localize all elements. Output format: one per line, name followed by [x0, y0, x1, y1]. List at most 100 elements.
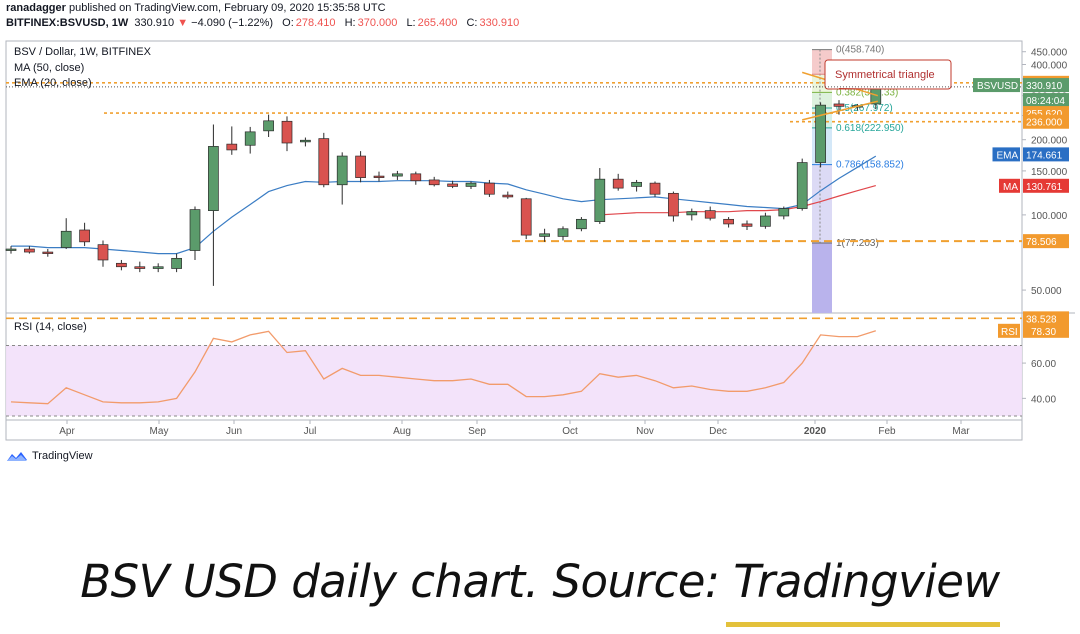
candle-body	[263, 120, 274, 132]
rsi-value-tag	[1023, 323, 1069, 338]
time-axis-label: Dec	[709, 426, 727, 437]
ema-line	[11, 155, 877, 255]
rsi-title: RSI (14, close)	[14, 321, 87, 333]
author-name: ranadagger	[6, 2, 66, 14]
candle-body	[5, 248, 17, 251]
candle-body	[631, 181, 642, 187]
price-tag-value: 174.661	[1026, 150, 1063, 161]
price-tag-ema	[1023, 147, 1069, 162]
candle-body	[244, 131, 256, 146]
candle-body	[833, 103, 845, 107]
candle-body	[741, 223, 753, 227]
price-tag-value: 78.506	[1026, 237, 1057, 248]
chart-title: BSV / Dollar, 1W, BITFINEX	[14, 46, 152, 58]
candle-body	[171, 257, 182, 269]
candle-body	[539, 233, 550, 237]
candle-body	[42, 251, 54, 254]
candle-body	[594, 178, 606, 222]
down-arrow-icon: ▼	[177, 17, 189, 29]
candle-body	[557, 228, 569, 237]
candle-body	[226, 143, 238, 151]
price-chart: 0(458.740)0.236(365.697)0.382(309.33)0.5…	[5, 40, 1075, 441]
candle-body	[649, 182, 661, 195]
tradingview-logo-icon	[7, 452, 27, 461]
candle-body	[152, 266, 164, 269]
candle-body	[428, 179, 440, 186]
rsi-axis-label: 40.00	[1031, 394, 1056, 405]
time-axis-label: Jun	[226, 426, 242, 437]
fib-level-label: 0.786(158.852)	[836, 160, 904, 171]
candle-body	[355, 155, 366, 178]
candle-body	[116, 262, 127, 268]
annotation-box	[824, 59, 952, 90]
candle-body	[796, 162, 808, 209]
candle-body	[576, 218, 587, 230]
series-name-tag	[992, 147, 1020, 162]
low-value: 265.400	[417, 17, 458, 29]
price-tag-ma	[1023, 178, 1069, 193]
time-axis-label: Sep	[468, 426, 486, 437]
publish-info: published on TradingView.com, February 0…	[68, 2, 386, 14]
ma-legend: MA (50, close)	[14, 62, 84, 74]
price-tag-value: 130.761	[1026, 182, 1063, 193]
fib-zone-0.786	[812, 164, 832, 243]
candle-body	[189, 209, 201, 251]
candle-body	[300, 139, 311, 143]
candle-body	[760, 215, 771, 227]
rsi-value-label: 78.30	[1031, 327, 1056, 338]
close-value: 330.910	[479, 17, 520, 29]
fib-zone-0.382	[812, 92, 832, 108]
series-name-label: EMA	[997, 150, 1019, 161]
candle-body	[502, 194, 514, 198]
fib-level-label: 1(77.203)	[836, 238, 879, 249]
publish-line: ranadagger published on TradingView.com,…	[6, 2, 386, 14]
time-axis-label: Feb	[878, 426, 896, 437]
triangle-lower-line	[802, 100, 878, 121]
candle-body	[612, 178, 624, 189]
caption-underline	[726, 622, 1000, 627]
time-axis-label: May	[150, 426, 169, 437]
candle-body	[668, 192, 679, 217]
ma-line	[599, 185, 876, 216]
candle-body	[24, 248, 35, 253]
price-tag-value: 236.000	[1026, 118, 1063, 129]
price-axis-label: 400.000	[1031, 60, 1068, 71]
price-axis-label: 450.000	[1031, 48, 1068, 59]
open-label: O:	[282, 17, 294, 29]
candle-body	[520, 198, 532, 236]
candle-body	[392, 173, 403, 177]
low-label: L:	[406, 17, 416, 29]
candle-body	[134, 266, 146, 269]
candle-body	[484, 182, 495, 195]
ema-legend: EMA (20, close)	[14, 77, 92, 89]
price-tag-last	[1023, 78, 1069, 93]
brand-name: TradingView	[32, 450, 93, 462]
price-tag-value: 08:24:04	[1026, 96, 1065, 107]
candle-body	[208, 146, 219, 211]
annotation-text: Symmetrical triangle	[835, 69, 935, 81]
high-value: 370.000	[357, 17, 398, 29]
price-tag-level	[1023, 311, 1069, 326]
candle-body	[815, 104, 826, 163]
rsi-band	[6, 345, 1022, 416]
price-axis-label: 100.000	[1031, 211, 1068, 222]
figure-caption: BSV USD daily chart. Source: Tradingview	[80, 555, 1000, 608]
price-tag-level	[1023, 234, 1069, 249]
candle-body	[281, 120, 293, 144]
series-name-tag	[999, 178, 1020, 193]
candle-body	[97, 244, 109, 261]
candle-body	[336, 155, 348, 186]
candle-body	[686, 211, 698, 216]
high-label: H:	[344, 17, 356, 29]
time-axis-label: Aug	[393, 426, 411, 437]
candle-body	[60, 230, 72, 248]
time-axis-label: Oct	[562, 426, 578, 437]
candle-body	[447, 183, 458, 187]
tradingview-brand: TradingView	[6, 450, 93, 462]
last-price: 330.910	[134, 17, 175, 29]
rsi-name-tag	[998, 323, 1020, 338]
price-tag-value: 255.620	[1026, 109, 1063, 120]
fib-zone-base	[812, 242, 832, 313]
time-axis-label: Nov	[636, 426, 654, 437]
rsi-line	[10, 330, 876, 405]
